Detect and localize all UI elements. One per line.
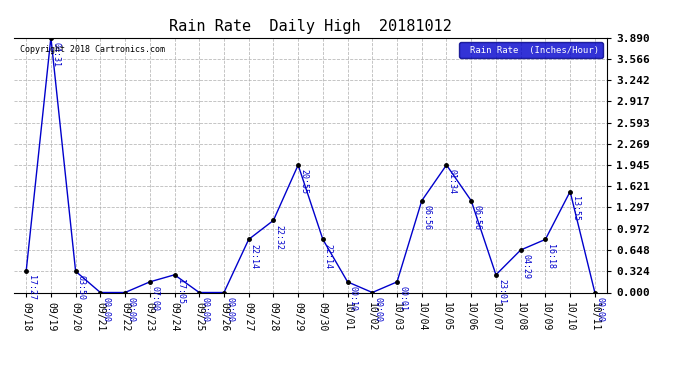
Text: 03:50: 03:50 [77, 275, 86, 300]
Text: 00:01: 00:01 [398, 286, 407, 311]
Text: 17:05: 17:05 [175, 279, 184, 304]
Text: 22:32: 22:32 [275, 225, 284, 249]
Text: 22:14: 22:14 [324, 244, 333, 268]
Text: 07:00: 07:00 [151, 286, 160, 311]
Text: 00:00: 00:00 [373, 297, 382, 322]
Text: 00:00: 00:00 [126, 297, 135, 322]
Text: 23:01: 23:01 [497, 279, 506, 304]
Text: 04:31: 04:31 [52, 42, 61, 67]
Text: 16:18: 16:18 [546, 244, 555, 268]
Text: 06:56: 06:56 [472, 205, 481, 230]
Title: Rain Rate  Daily High  20181012: Rain Rate Daily High 20181012 [169, 18, 452, 33]
Text: 01:34: 01:34 [448, 169, 457, 194]
Text: 22:14: 22:14 [250, 244, 259, 268]
Text: 00:00: 00:00 [200, 297, 209, 322]
Text: 13:55: 13:55 [571, 196, 580, 221]
Legend: Rain Rate  (Inches/Hour): Rain Rate (Inches/Hour) [460, 42, 602, 58]
Text: 00:00: 00:00 [596, 297, 605, 322]
Text: 06:56: 06:56 [423, 205, 432, 230]
Text: 00:00: 00:00 [101, 297, 110, 322]
Text: 00:10: 00:10 [348, 286, 357, 311]
Text: 00:00: 00:00 [225, 297, 234, 322]
Text: 04:29: 04:29 [522, 254, 531, 279]
Text: 20:55: 20:55 [299, 169, 308, 194]
Text: Copyright 2018 Cartronics.com: Copyright 2018 Cartronics.com [20, 45, 165, 54]
Text: 17:27: 17:27 [27, 275, 36, 300]
